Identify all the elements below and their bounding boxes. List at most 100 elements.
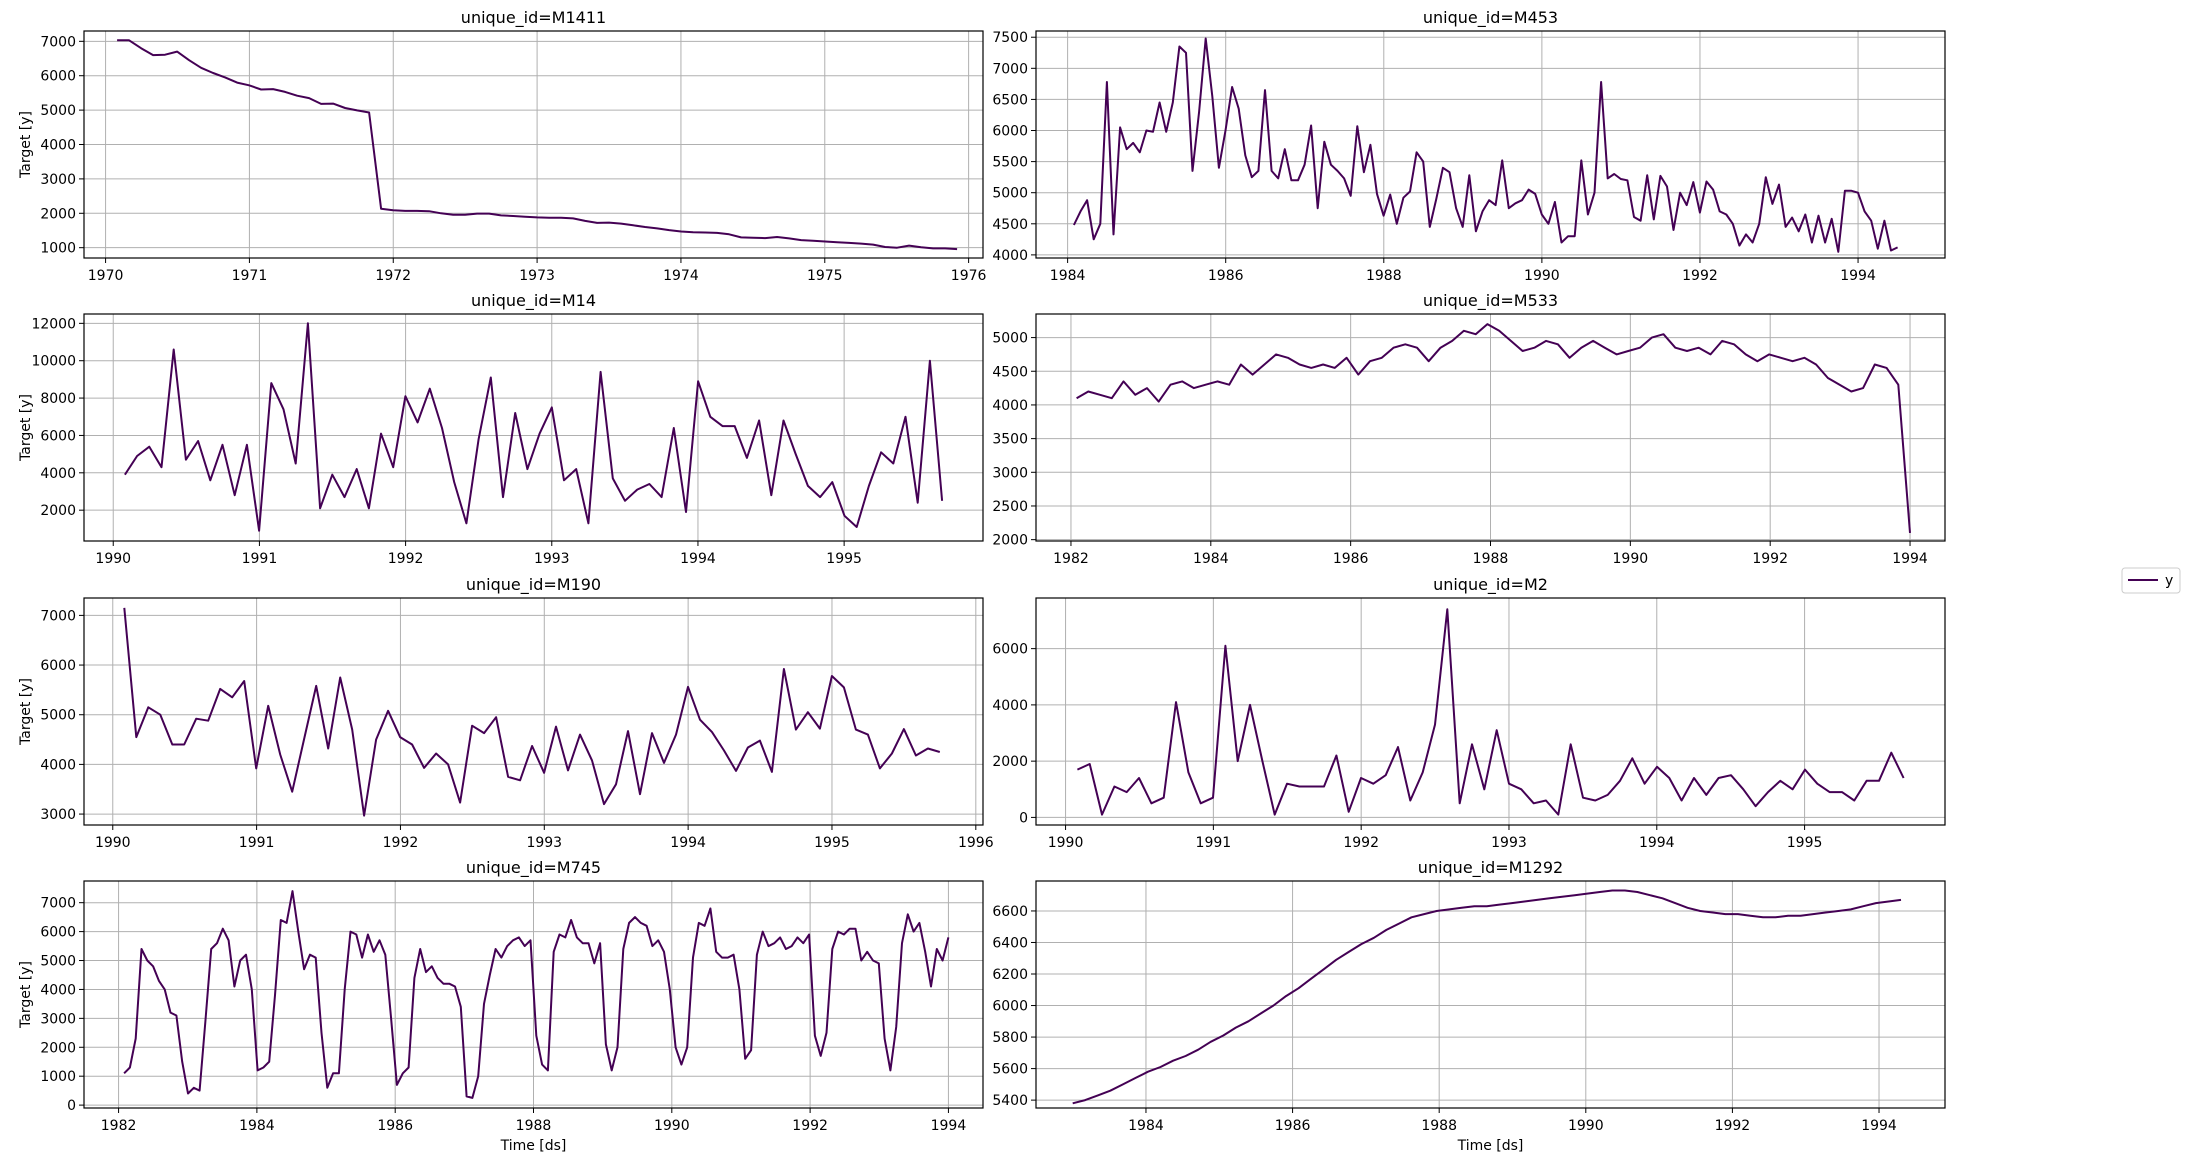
x-tick-label: 1982 (1053, 551, 1089, 567)
x-tick-label: 1986 (1275, 1118, 1311, 1134)
y-tick-label: 1000 (40, 1069, 76, 1085)
legend: y (2121, 567, 2181, 594)
x-tick-label: 1986 (1333, 551, 1369, 567)
y-tick-label: 4500 (992, 364, 1028, 380)
subplot-title: unique_id=M2 (1433, 575, 1548, 595)
y-tick-label: 7000 (992, 61, 1028, 77)
x-tick-label: 1991 (1196, 835, 1232, 851)
y-tick-label: 6600 (992, 904, 1028, 920)
y-tick-label: 5500 (992, 155, 1028, 171)
x-tick-label: 1990 (1048, 835, 1084, 851)
y-tick-label: 6000 (992, 999, 1028, 1015)
x-tick-label: 1994 (1861, 1118, 1897, 1134)
subplot-M1292: 1984 1986 1988 1990 1992 1994 5400 5600 5800 6000… (992, 858, 1946, 1154)
y-tick-label: 6400 (992, 935, 1028, 951)
series-line-y (123, 607, 941, 817)
y-tick-label: 6000 (40, 925, 76, 941)
x-tick-label: 1971 (232, 268, 268, 284)
x-tick-label: 1994 (931, 1118, 967, 1134)
y-tick-label: 3000 (40, 1011, 76, 1027)
y-tick-label: 7000 (40, 896, 76, 912)
x-tick-label: 1993 (526, 835, 562, 851)
subplot-title: unique_id=M745 (466, 858, 601, 878)
y-axis-label: Target [y] (18, 111, 34, 179)
x-tick-label: 1991 (242, 551, 278, 567)
y-tick-label: 6000 (992, 124, 1028, 140)
y-tick-label: 6000 (40, 658, 76, 674)
x-tick-label: 1992 (383, 835, 419, 851)
x-tick-label: 1988 (1421, 1118, 1457, 1134)
x-tick-label: 1990 (95, 835, 131, 851)
y-tick-label: 2000 (40, 1040, 76, 1056)
x-tick-label: 1993 (1491, 835, 1527, 851)
x-tick-label: 1994 (1639, 835, 1675, 851)
y-tick-label: 4000 (40, 982, 76, 998)
axes-frame (83, 880, 984, 1109)
subplot-M453: 1984 1986 1988 1990 1992 1994 4000 4500 5000 5500… (992, 8, 1946, 284)
y-tick-label: 6500 (992, 92, 1028, 108)
x-tick-label: 1976 (951, 268, 987, 284)
subplot-title: unique_id=M453 (1423, 8, 1558, 28)
x-tick-label: 1995 (826, 551, 862, 567)
x-tick-label: 1975 (807, 268, 843, 284)
x-tick-label: 1984 (1050, 268, 1086, 284)
y-tick-label: 5000 (40, 954, 76, 970)
subplot-title: unique_id=M1292 (1418, 858, 1563, 878)
y-tick-label: 10000 (31, 354, 76, 370)
series-line-y (1073, 37, 1899, 253)
axes-frame (1035, 30, 1946, 259)
y-tick-label: 3000 (40, 807, 76, 823)
y-tick-label: 4500 (992, 217, 1028, 233)
x-tick-label: 1995 (814, 835, 850, 851)
y-tick-label: 4000 (992, 698, 1028, 714)
subplot-M2: 1990 1991 1992 1993 1994 1995 0 2000 4000 6000 uni… (992, 575, 1946, 851)
y-tick-label: 2000 (992, 754, 1028, 770)
series-line-y (123, 890, 950, 1099)
series-line-y (1076, 608, 1905, 816)
x-tick-label: 1972 (375, 268, 411, 284)
series-line-y (1072, 889, 1902, 1105)
y-tick-label: 6200 (992, 967, 1028, 983)
x-axis-label: Time [ds] (1457, 1138, 1524, 1154)
x-tick-label: 1994 (680, 551, 716, 567)
y-tick-label: 5400 (992, 1093, 1028, 1109)
subplot-M533: 1982 1984 1986 1988 1990 1992 1994 2000 2500 3000… (992, 291, 1946, 567)
axes-frame (83, 313, 984, 542)
x-tick-label: 1982 (101, 1118, 137, 1134)
legend-label: y (2165, 573, 2173, 589)
y-tick-label: 4000 (992, 248, 1028, 264)
x-tick-label: 1990 (654, 1118, 690, 1134)
y-tick-label: 4000 (40, 138, 76, 154)
axes-frame (1035, 597, 1946, 826)
y-tick-label: 7000 (40, 608, 76, 624)
y-tick-label: 12000 (31, 316, 76, 332)
y-tick-label: 3500 (992, 432, 1028, 448)
y-tick-label: 6000 (992, 642, 1028, 658)
x-tick-label: 1988 (1366, 268, 1402, 284)
y-tick-label: 3000 (992, 465, 1028, 481)
axes-frame (1035, 313, 1946, 542)
y-tick-label: 5000 (40, 708, 76, 724)
x-tick-label: 1990 (1568, 1118, 1604, 1134)
x-tick-label: 1992 (1682, 268, 1718, 284)
subplot-title: unique_id=M14 (471, 291, 596, 311)
x-tick-label: 1986 (377, 1118, 413, 1134)
y-axis-label: Target [y] (18, 394, 34, 462)
y-tick-label: 1000 (40, 241, 76, 257)
x-tick-label: 1992 (1715, 1118, 1751, 1134)
y-tick-label: 6000 (40, 428, 76, 444)
y-tick-label: 7000 (40, 34, 76, 50)
axes-frame (83, 30, 984, 259)
x-tick-label: 1973 (519, 268, 555, 284)
subplot-title: unique_id=M190 (466, 575, 601, 595)
x-tick-label: 1990 (1524, 268, 1560, 284)
y-tick-label: 4000 (992, 398, 1028, 414)
x-tick-label: 1995 (1787, 835, 1823, 851)
series-line-y (117, 39, 958, 251)
x-axis-label: Time [ds] (500, 1138, 567, 1154)
y-tick-label: 8000 (40, 391, 76, 407)
y-tick-label: 3000 (40, 172, 76, 188)
x-tick-label: 1992 (1752, 551, 1788, 567)
y-tick-label: 6000 (40, 69, 76, 85)
y-tick-label: 2000 (40, 503, 76, 519)
